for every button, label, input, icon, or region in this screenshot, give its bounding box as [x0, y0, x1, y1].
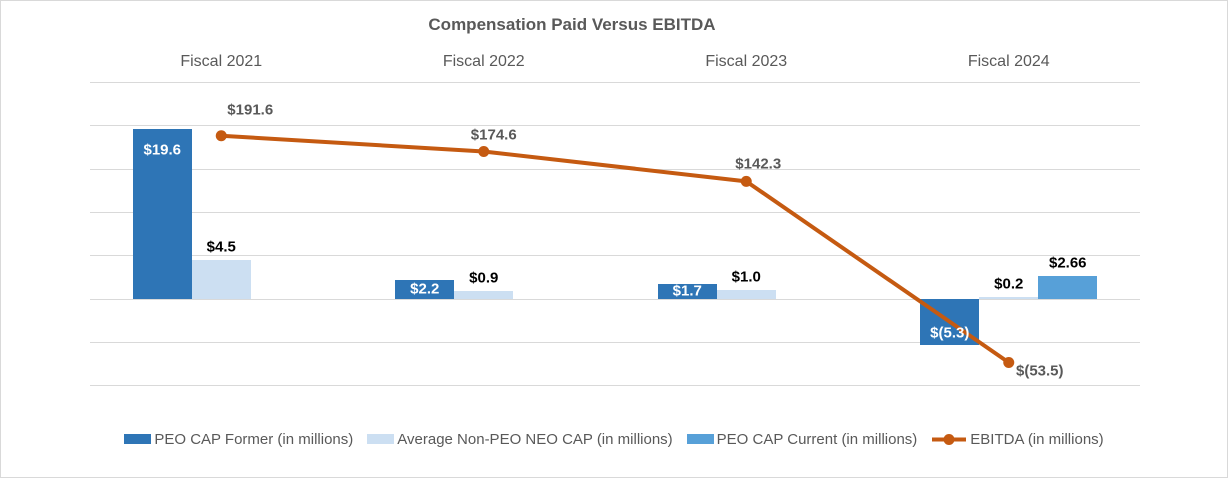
ebitda-line-layer [215, 130, 1015, 368]
legend-item-peo-cap-current: PEO CAP Current (in millions) [686, 430, 918, 448]
bar-label-peo-cap-former: $(5.3) [930, 324, 970, 342]
line-label-ebitda: $174.6 [470, 126, 517, 144]
ebitda-point [1003, 356, 1015, 368]
gridline [90, 211, 1140, 213]
bar-peo-cap-former [657, 283, 717, 299]
bar-peo-cap-former [395, 279, 455, 299]
ebitda-point [478, 145, 490, 157]
bar-label-peo-cap-current: $2.66 [1048, 254, 1087, 272]
gridline [90, 341, 1140, 343]
legend-item-ebitda: EBITDA (in millions) [931, 430, 1104, 448]
legend-label: PEO CAP Former (in millions) [154, 430, 354, 448]
bar-label-avg-non-peo-neo-cap: $4.5 [206, 238, 236, 256]
plot-area: $19.6 $2.2 $1.7 $(5.3) $4.5 $0.9 $1.0 $0.2 $2.66… [90, 82, 1140, 387]
category-label: Fiscal 2024 [967, 53, 1050, 70]
legend-swatch-icon [367, 434, 395, 444]
legend: PEO CAP Former (in millions) Average Non-… [1, 429, 1227, 449]
ebitda-line [221, 133, 1010, 365]
chart-title: Compensation Paid Versus EBITDA [428, 15, 716, 34]
legend-item-avg-non-peo-neo-cap: Average Non-PEO NEO CAP (in millions) [367, 430, 673, 448]
line-label-ebitda: $142.3 [735, 155, 782, 173]
bar-avg-non-peo-neo-cap [979, 296, 1039, 299]
bar-label-peo-cap-former: $19.6 [143, 141, 182, 159]
bar-label-avg-non-peo-neo-cap: $1.0 [731, 268, 761, 286]
gridline [90, 298, 1140, 300]
category-label: Fiscal 2022 [442, 53, 525, 70]
legend-label: EBITDA (in millions) [970, 430, 1104, 448]
legend-label: PEO CAP Current (in millions) [716, 430, 918, 448]
bar-label-peo-cap-former: $2.2 [410, 280, 440, 298]
bar-peo-cap-current [1038, 275, 1098, 299]
line-label-ebitda: $(53.5) [1015, 362, 1064, 380]
legend-line-marker-icon [932, 433, 967, 445]
line-label-ebitda: $191.6 [227, 101, 274, 119]
legend-item-peo-cap-former: PEO CAP Former (in millions) [124, 431, 353, 448]
category-label: Fiscal 2023 [705, 53, 788, 70]
gridline [90, 255, 1140, 257]
bar-label-peo-cap-former: $1.7 [672, 282, 702, 300]
bar-avg-non-peo-neo-cap [454, 290, 514, 299]
legend-swatch-icon [124, 434, 152, 444]
gridline [90, 125, 1140, 127]
bar-avg-non-peo-neo-cap [716, 289, 776, 299]
legend-swatch-icon [686, 434, 714, 444]
gridline [90, 82, 1140, 83]
ebitda-point [740, 175, 752, 187]
legend-label: Average Non-PEO NEO CAP (in millions) [397, 430, 673, 448]
bar-label-avg-non-peo-neo-cap: $0.2 [994, 275, 1024, 293]
bar-label-avg-non-peo-neo-cap: $0.9 [469, 269, 499, 287]
gridline [90, 385, 1140, 387]
bar-avg-non-peo-neo-cap [191, 259, 251, 299]
category-label: Fiscal 2021 [180, 53, 263, 70]
gridline [90, 168, 1140, 170]
bar-peo-cap-former [132, 128, 192, 299]
ebitda-point [215, 130, 227, 142]
